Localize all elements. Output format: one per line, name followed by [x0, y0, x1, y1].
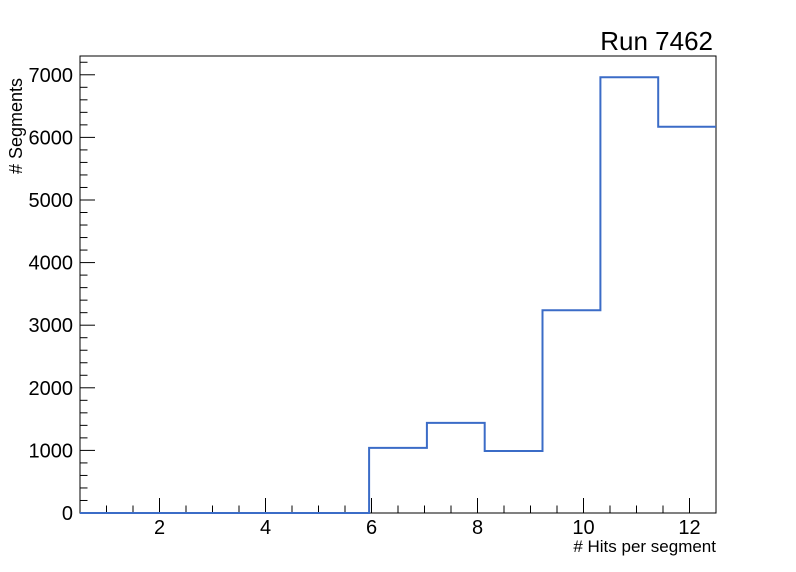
x-axis-tick-label: 8 — [472, 517, 483, 539]
plot-frame — [79, 55, 717, 514]
y-axis-tick-label: 0 — [62, 503, 73, 525]
histogram-step-line — [80, 76, 716, 514]
y-axis-tick-label: 5000 — [29, 190, 74, 212]
x-axis-tick-label: 2 — [154, 517, 165, 539]
y-axis-tick-label: 7000 — [29, 65, 74, 87]
x-axis-title: # Hits per segment — [573, 537, 716, 556]
y-axis-title: # Segments — [6, 77, 26, 174]
y-axis-tick-label: 4000 — [29, 253, 74, 275]
x-axis-tick-label: 10 — [572, 517, 594, 539]
x-axis-tick-label: 4 — [260, 517, 271, 539]
y-axis-tick-label: 3000 — [29, 315, 74, 337]
y-axis-tick-label: 1000 — [29, 440, 74, 462]
x-axis-tick-label: 12 — [678, 517, 700, 539]
x-axis-tick-label: 6 — [366, 517, 377, 539]
y-axis-tick-label: 6000 — [29, 127, 74, 149]
chart-title: Run 7462 — [600, 26, 713, 56]
y-axis-tick-label: 2000 — [29, 378, 74, 400]
